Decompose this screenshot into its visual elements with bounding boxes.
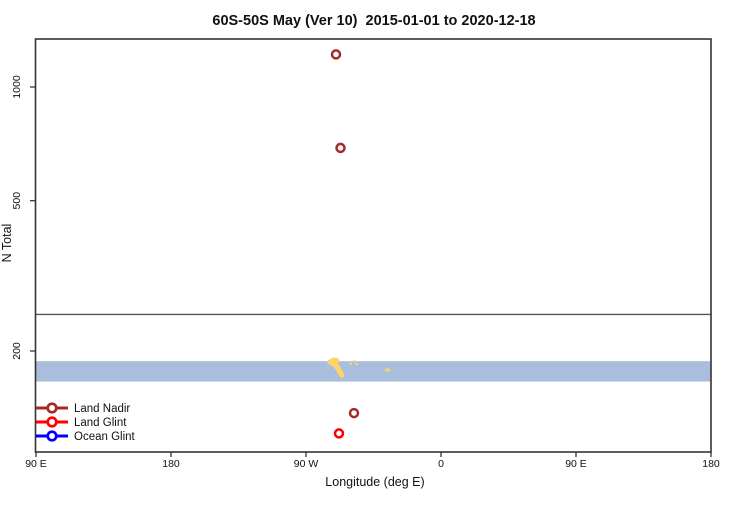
land-mark-patagonia-tierra-del-fuego xyxy=(327,357,345,379)
land-mark-falkland-islands xyxy=(355,363,358,366)
plot-box xyxy=(34,38,712,453)
land-mark-south-georgia xyxy=(387,369,391,372)
legend: Land Nadir Land Glint Ocean Glint xyxy=(36,402,136,443)
data-point-land-nadir xyxy=(330,49,342,60)
data-point-land-nadir xyxy=(335,142,346,154)
data-points xyxy=(330,49,360,439)
x-axis-label: Longitude (deg E) xyxy=(325,475,424,489)
y-axis-label: N Total xyxy=(0,224,14,263)
y-axis-ticks: 200 500 1000 xyxy=(11,75,36,360)
data-point-land-nadir xyxy=(348,407,360,419)
x-axis-ticks: 90 E 180 90 W 0 90 E 180 xyxy=(25,452,720,470)
x-tick-label: 180 xyxy=(702,458,720,470)
y-tick-label: 200 xyxy=(11,342,23,360)
legend-circle-symbol xyxy=(46,402,58,414)
latitude-band-rect xyxy=(36,361,711,382)
chart-title: 60S-50S May (Ver 10) 2015-01-01 to 2020-… xyxy=(212,13,535,29)
land-marks xyxy=(327,357,391,379)
legend-label: Ocean Glint xyxy=(74,431,136,443)
land-mark-south-georgia xyxy=(384,369,388,372)
x-tick-label: 90 E xyxy=(25,458,47,470)
land-mark-falkland-islands xyxy=(352,360,356,363)
x-tick-label: 0 xyxy=(438,458,444,470)
legend-label: Land Nadir xyxy=(74,403,130,415)
land-mark-falkland-islands xyxy=(349,362,352,365)
y-tick-label: 500 xyxy=(11,192,23,210)
y-tick-label: 1000 xyxy=(11,75,23,99)
x-tick-label: 90 E xyxy=(565,458,587,470)
data-point-land-glint xyxy=(333,428,345,439)
legend-circle-symbol xyxy=(46,430,58,442)
latitude-strip-band xyxy=(36,361,711,382)
legend-label: Land Glint xyxy=(74,417,127,429)
legend-circle-symbol xyxy=(46,416,58,428)
land-mark-south-georgia xyxy=(386,368,389,371)
x-tick-label: 90 W xyxy=(294,458,319,470)
x-tick-label: 180 xyxy=(162,458,180,470)
